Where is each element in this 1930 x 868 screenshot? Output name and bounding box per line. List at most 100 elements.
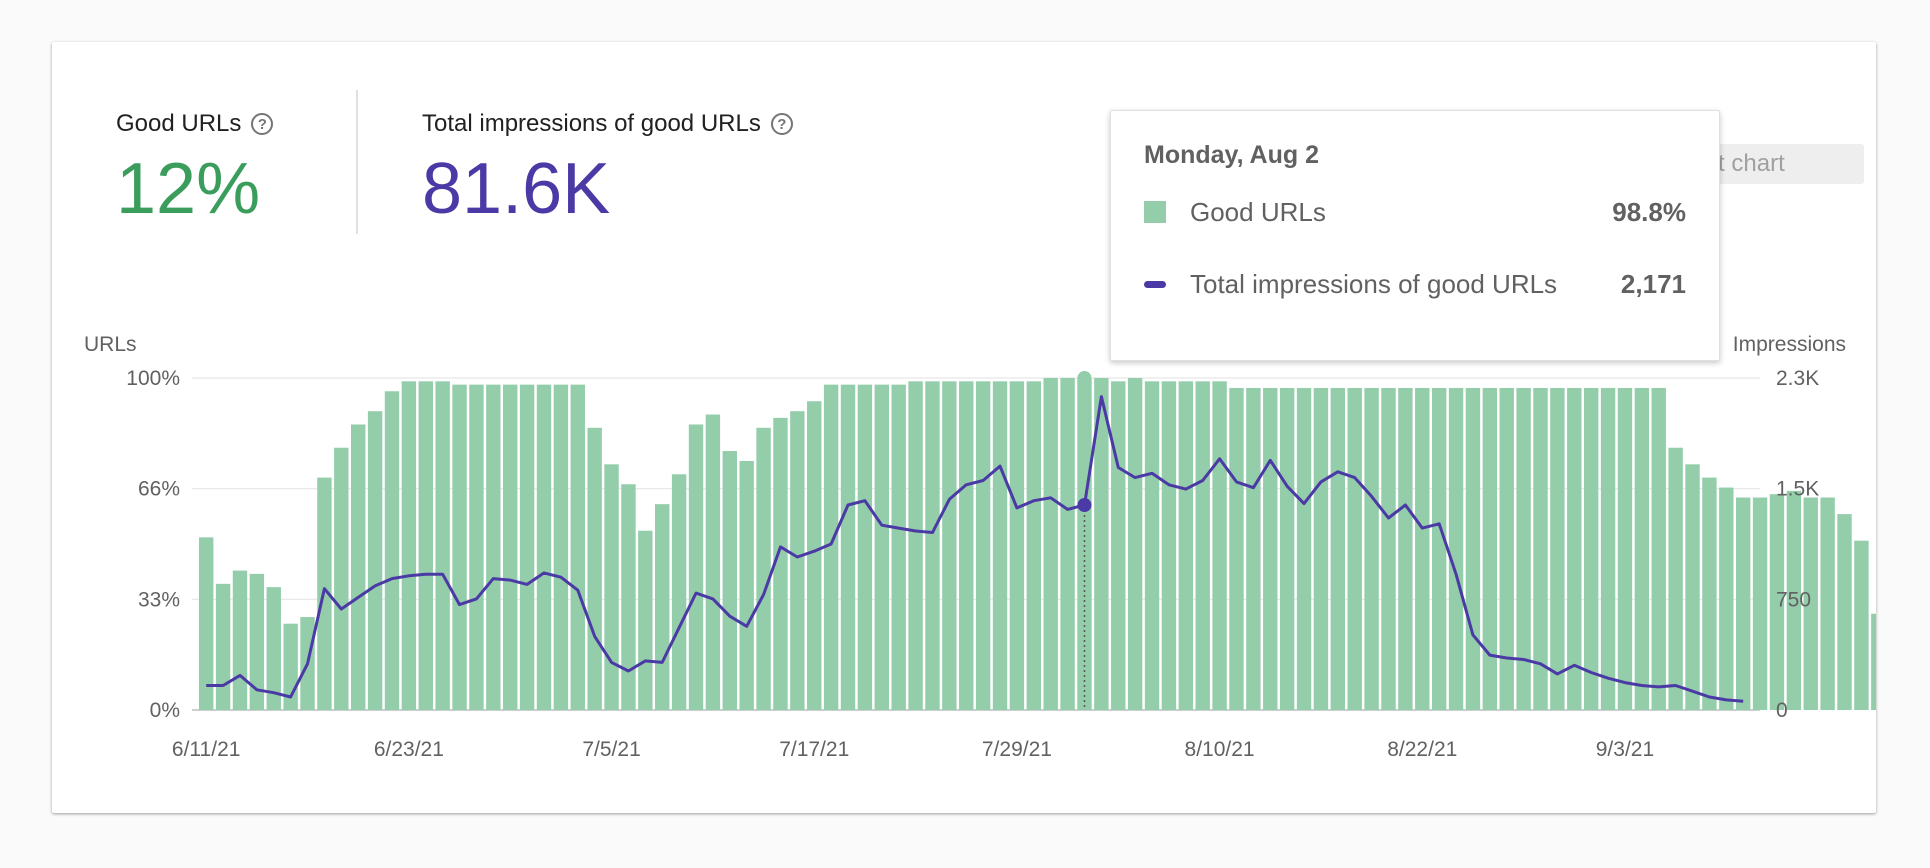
bar-good-urls[interactable] bbox=[1448, 387, 1464, 710]
combo-chart[interactable]: 0% 33% 66% 100% 0 750 1.5K 2.3K URLs Impressions 6… bbox=[52, 42, 1876, 813]
bar-good-urls[interactable] bbox=[249, 573, 265, 710]
bar-good-urls[interactable] bbox=[1668, 447, 1683, 710]
bar-good-urls[interactable] bbox=[1685, 464, 1700, 710]
bar-good-urls[interactable] bbox=[469, 384, 484, 710]
bar-good-urls[interactable] bbox=[840, 384, 856, 710]
bar-good-urls[interactable] bbox=[992, 381, 1008, 710]
bar-good-urls[interactable] bbox=[1111, 381, 1126, 710]
bar-good-urls[interactable] bbox=[1026, 381, 1041, 710]
bar-good-urls[interactable] bbox=[351, 424, 366, 710]
bar-good-urls[interactable] bbox=[1415, 387, 1430, 710]
bar-good-urls[interactable] bbox=[756, 427, 771, 710]
bar-good-urls[interactable] bbox=[671, 474, 687, 710]
bar-good-urls[interactable] bbox=[925, 381, 940, 710]
bar-good-urls[interactable] bbox=[1144, 381, 1160, 710]
bar-good-urls[interactable] bbox=[367, 411, 383, 710]
bar-good-urls[interactable] bbox=[1651, 387, 1666, 710]
bar-good-urls[interactable] bbox=[908, 381, 923, 710]
bar-good-urls[interactable] bbox=[1854, 540, 1869, 710]
bar-good-urls[interactable] bbox=[435, 381, 450, 710]
bar-good-urls[interactable] bbox=[1634, 387, 1650, 710]
bar-good-urls[interactable] bbox=[384, 391, 400, 710]
bar-good-urls[interactable] bbox=[199, 537, 214, 710]
bar-good-urls[interactable] bbox=[1719, 487, 1734, 710]
bar-good-urls[interactable] bbox=[1043, 378, 1058, 710]
bar-good-urls[interactable] bbox=[807, 401, 822, 710]
bar-good-urls[interactable] bbox=[1381, 387, 1396, 710]
bar-good-urls[interactable] bbox=[334, 447, 349, 710]
bar-good-urls[interactable] bbox=[1313, 387, 1329, 710]
bar-good-urls[interactable] bbox=[401, 381, 417, 710]
bar-good-urls[interactable] bbox=[655, 504, 670, 710]
bar-good-urls[interactable] bbox=[1330, 387, 1346, 710]
bar-good-urls[interactable] bbox=[1786, 490, 1802, 710]
bar-good-urls[interactable] bbox=[1127, 378, 1143, 710]
bar-good-urls[interactable] bbox=[1617, 387, 1633, 710]
bar-good-urls[interactable] bbox=[1533, 387, 1548, 710]
bar-good-urls[interactable] bbox=[418, 381, 433, 710]
bar-good-urls[interactable] bbox=[1195, 381, 1210, 710]
bar-good-urls[interactable] bbox=[1263, 387, 1278, 710]
bar-good-urls[interactable] bbox=[232, 570, 248, 710]
bar-good-urls[interactable] bbox=[519, 384, 535, 710]
bar-good-urls[interactable] bbox=[790, 411, 805, 710]
bar-good-urls[interactable] bbox=[266, 587, 281, 710]
bar-good-urls[interactable] bbox=[536, 384, 552, 710]
bar-good-urls[interactable] bbox=[486, 384, 501, 710]
bar-good-urls[interactable] bbox=[1803, 497, 1818, 710]
bar-good-urls[interactable] bbox=[959, 381, 974, 710]
bar-good-urls[interactable] bbox=[1398, 387, 1413, 710]
bar-good-urls[interactable] bbox=[604, 464, 619, 710]
impressions-line[interactable] bbox=[206, 395, 1744, 703]
good-urls-metric[interactable]: Good URLs ? 12% bbox=[116, 107, 274, 231]
bar-good-urls[interactable] bbox=[1550, 387, 1565, 710]
bar-good-urls[interactable] bbox=[1735, 497, 1751, 710]
bar-good-urls[interactable] bbox=[1465, 387, 1481, 710]
bar-good-urls[interactable] bbox=[215, 583, 231, 710]
bar-good-urls[interactable] bbox=[874, 384, 889, 710]
bar-good-urls[interactable] bbox=[1600, 387, 1616, 710]
bar-good-urls[interactable] bbox=[942, 381, 957, 710]
bar-good-urls[interactable] bbox=[1499, 387, 1514, 710]
help-icon[interactable]: ? bbox=[251, 113, 274, 135]
bar-good-urls[interactable] bbox=[621, 484, 636, 710]
bar-good-urls[interactable] bbox=[705, 414, 721, 710]
bar-good-urls[interactable] bbox=[891, 384, 906, 710]
bar-good-urls[interactable] bbox=[1060, 378, 1075, 710]
bar-good-urls[interactable] bbox=[1009, 381, 1025, 710]
bar-good-urls[interactable] bbox=[1279, 387, 1295, 710]
bar-good-urls[interactable] bbox=[1364, 387, 1379, 710]
bar-good-urls[interactable] bbox=[1567, 387, 1582, 710]
bar-good-urls[interactable] bbox=[1212, 381, 1227, 710]
bar-good-urls[interactable] bbox=[773, 417, 788, 710]
bar-good-urls[interactable] bbox=[1161, 381, 1177, 710]
bar-good-urls[interactable] bbox=[1296, 387, 1312, 710]
bar-good-urls[interactable] bbox=[452, 384, 467, 710]
bar-good-urls[interactable] bbox=[638, 530, 653, 710]
bar-good-urls[interactable] bbox=[1431, 387, 1447, 710]
bar-good-urls[interactable] bbox=[503, 384, 518, 710]
bar-good-urls[interactable] bbox=[1820, 497, 1835, 710]
bar-good-urls[interactable] bbox=[975, 381, 991, 710]
bar-good-urls[interactable] bbox=[1583, 387, 1599, 710]
bar-good-urls[interactable] bbox=[1178, 381, 1194, 710]
bar-good-urls[interactable] bbox=[688, 424, 704, 710]
bar-good-urls[interactable] bbox=[722, 451, 737, 710]
bar-good-urls[interactable] bbox=[1094, 378, 1109, 710]
bar-good-urls[interactable] bbox=[1516, 387, 1531, 710]
bar-good-urls[interactable] bbox=[1347, 387, 1362, 710]
bar-good-urls[interactable] bbox=[1229, 387, 1244, 710]
bar-good-urls[interactable] bbox=[1246, 387, 1261, 710]
bar-good-urls[interactable] bbox=[1077, 378, 1092, 710]
bar-good-urls[interactable] bbox=[857, 384, 873, 710]
bar-good-urls[interactable] bbox=[1769, 494, 1785, 710]
bar-good-urls[interactable] bbox=[823, 384, 839, 710]
total-impressions-metric[interactable]: Total impressions of good URLs ? 81.6K bbox=[422, 107, 793, 231]
bar-good-urls[interactable] bbox=[1482, 387, 1498, 710]
bar-good-urls[interactable] bbox=[1702, 477, 1717, 710]
bar-good-urls[interactable] bbox=[587, 427, 602, 710]
bar-good-urls[interactable] bbox=[739, 461, 754, 710]
bar-good-urls[interactable] bbox=[570, 384, 585, 710]
help-icon[interactable]: ? bbox=[770, 113, 793, 135]
bar-good-urls[interactable] bbox=[1837, 514, 1852, 710]
